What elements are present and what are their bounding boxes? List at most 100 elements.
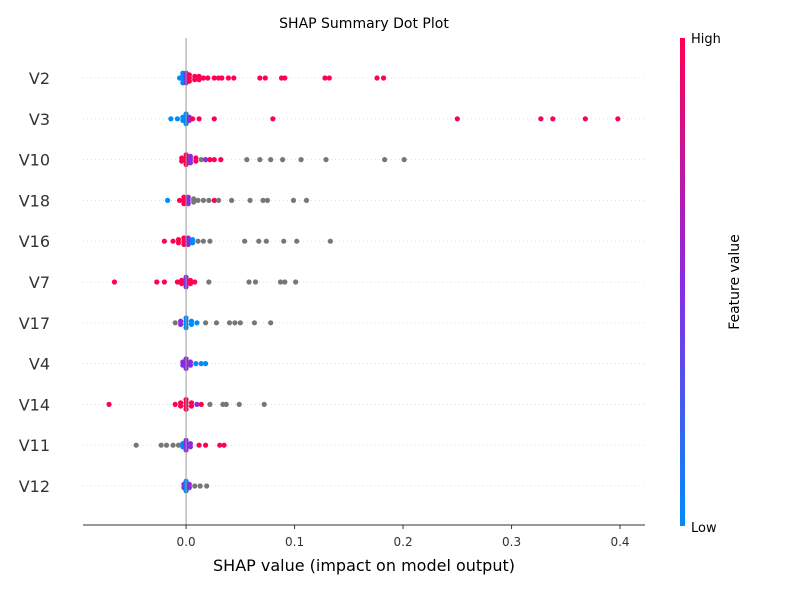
x-tick-label-1: 0.1 [285, 535, 304, 549]
point-v4-3-0 [193, 361, 199, 367]
point-v4-5-0 [202, 361, 209, 367]
point-v16-5-1 [189, 240, 196, 246]
point-v18-10-0 [229, 197, 235, 203]
point-v3-8-0 [270, 116, 276, 122]
point-v14-5-0 [194, 401, 200, 407]
point-v16-4-2 [185, 241, 191, 247]
point-v18-15-0 [303, 197, 310, 203]
point-v2-4-1 [192, 77, 198, 83]
x-axis-ticks: 0.0 0.1 0.2 0.3 0.4 [177, 525, 630, 549]
point-v10-0-1 [179, 158, 185, 164]
point-v18-12-0 [260, 197, 266, 203]
point-v10-12-0 [280, 157, 286, 163]
point-v11-4-0 [175, 442, 182, 448]
point-v18-1-0 [176, 197, 183, 203]
point-v14-11-0 [261, 401, 267, 407]
point-v10-5-0 [202, 157, 209, 163]
point-v17-10-0 [251, 320, 258, 326]
point-v18-9-0 [216, 197, 222, 203]
point-v16-3-2 [181, 241, 187, 247]
point-v7-11-0 [277, 279, 284, 285]
point-v2-19-0 [374, 75, 380, 81]
point-v11-7-1 [187, 444, 194, 450]
point-v7-3-0 [174, 279, 180, 285]
point-v2-8-0 [211, 75, 217, 81]
feature-label-v18: V18 [19, 191, 50, 210]
data-points [106, 70, 621, 494]
point-v18-11-0 [247, 197, 253, 203]
point-v10-11-0 [268, 157, 274, 163]
point-v16-14-0 [327, 238, 333, 244]
point-v10-7-0 [211, 157, 217, 163]
feature-label-v17: V17 [19, 314, 50, 333]
point-v17-1-1 [178, 321, 184, 327]
point-v7-13-0 [293, 279, 299, 285]
point-v10-6-0 [207, 157, 213, 163]
feature-label-v16: V16 [19, 232, 50, 251]
point-v11-10-0 [217, 442, 223, 448]
point-v7-0-0 [111, 279, 118, 285]
point-v18-8-0 [211, 197, 217, 203]
point-v12-3-0 [192, 483, 198, 489]
point-v2-13-0 [257, 75, 263, 81]
point-v14-4-1 [188, 403, 195, 409]
feature-label-v4: V4 [29, 355, 50, 374]
point-v11-3-0 [170, 442, 176, 448]
point-v12-5-0 [204, 483, 210, 489]
point-v18-0-0 [165, 197, 171, 203]
point-v17-0-0 [172, 320, 178, 326]
point-v18-6-0 [200, 197, 207, 203]
x-tick-label-4: 0.4 [610, 535, 629, 549]
point-v7-4-1 [179, 281, 185, 287]
point-v17-8-0 [232, 320, 238, 326]
point-v11-9-0 [202, 442, 209, 448]
point-v3-11-0 [550, 116, 556, 122]
point-v4-4-0 [198, 361, 204, 367]
point-v10-3-1 [193, 158, 199, 164]
point-v10-14-0 [323, 157, 329, 163]
point-v18-3-2 [185, 201, 191, 207]
point-v16-0-0 [161, 238, 167, 244]
feature-label-v7: V7 [29, 273, 50, 292]
point-v7-1-0 [154, 279, 160, 285]
point-v14-1-0 [172, 401, 178, 407]
point-v16-11-0 [263, 238, 269, 244]
point-v17-6-0 [213, 320, 220, 326]
point-v16-8-0 [207, 238, 213, 244]
point-v14-9-0 [223, 401, 229, 407]
point-v17-7-0 [226, 320, 233, 326]
colorbar [680, 38, 685, 526]
point-v11-2-0 [163, 442, 170, 448]
point-v10-15-0 [382, 157, 388, 163]
feature-label-v3: V3 [29, 110, 50, 129]
feature-label-v12: V12 [19, 477, 50, 496]
point-v14-10-0 [236, 401, 242, 407]
point-v10-16-0 [401, 157, 407, 163]
chart-title: SHAP Summary Dot Plot [279, 16, 449, 32]
point-v16-2-1 [175, 240, 182, 246]
point-v11-0-0 [133, 442, 139, 448]
point-v11-8-0 [196, 442, 202, 448]
point-v2-7-0 [205, 75, 211, 81]
point-v7-8-0 [206, 279, 212, 285]
point-v2-17-0 [322, 75, 328, 81]
point-v16-13-0 [294, 238, 300, 244]
point-v7-9-0 [246, 279, 252, 285]
feature-label-v2: V2 [29, 69, 50, 88]
feature-label-v11: V11 [19, 436, 50, 455]
x-tick-label-0: 0.0 [177, 535, 196, 549]
point-v12-4-0 [197, 483, 203, 489]
point-v16-7-0 [200, 238, 207, 244]
point-v7-6-1 [187, 281, 194, 287]
point-v11-11-0 [221, 442, 227, 448]
point-v12-2-1 [186, 485, 192, 491]
x-tick-label-2: 0.2 [394, 535, 413, 549]
point-v2-16-0 [282, 75, 288, 81]
point-v7-2-0 [161, 279, 167, 285]
point-v17-11-0 [268, 320, 274, 326]
point-v16-12-0 [281, 238, 287, 244]
colorbar-high-label: High [691, 32, 721, 47]
point-v2-11-0 [225, 75, 231, 81]
point-v18-14-0 [290, 197, 297, 203]
